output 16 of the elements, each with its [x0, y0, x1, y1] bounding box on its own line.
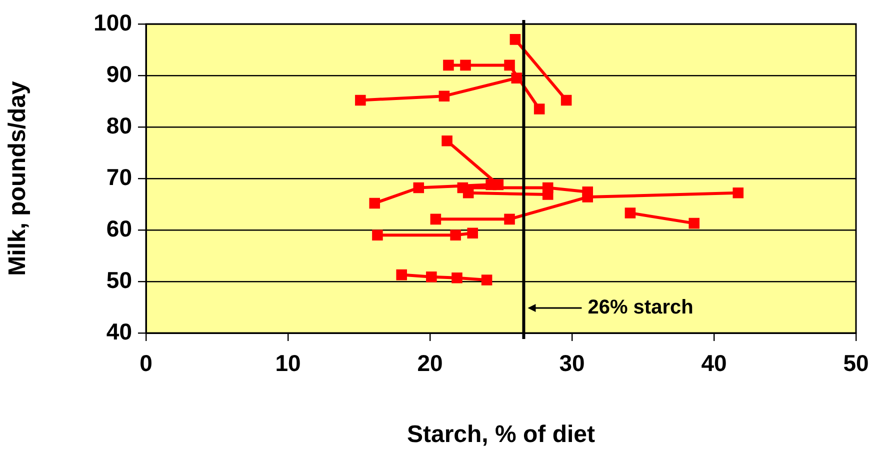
x-tick-label: 30: [559, 350, 585, 376]
x-tick-label: 10: [275, 350, 301, 376]
y-tick-label: 90: [106, 60, 132, 87]
y-tick-label: 40: [106, 318, 132, 344]
x-axis-title: Starch, % of diet: [406, 421, 596, 448]
y-axis-title: Milk, pounds/day: [4, 80, 32, 276]
y-tick-label: 100: [94, 9, 132, 36]
y-tick-label: 70: [106, 164, 132, 190]
x-tick-label: 40: [701, 350, 727, 376]
x-tick-label: 0: [140, 350, 152, 376]
x-tick-label: 20: [417, 350, 443, 376]
y-tick-label: 60: [106, 215, 132, 242]
y-tick-label: 80: [106, 112, 132, 138]
x-tick-label: 50: [843, 350, 869, 376]
y-tick-label: 50: [106, 266, 132, 293]
ref-line-label: 26% starch: [588, 296, 694, 319]
